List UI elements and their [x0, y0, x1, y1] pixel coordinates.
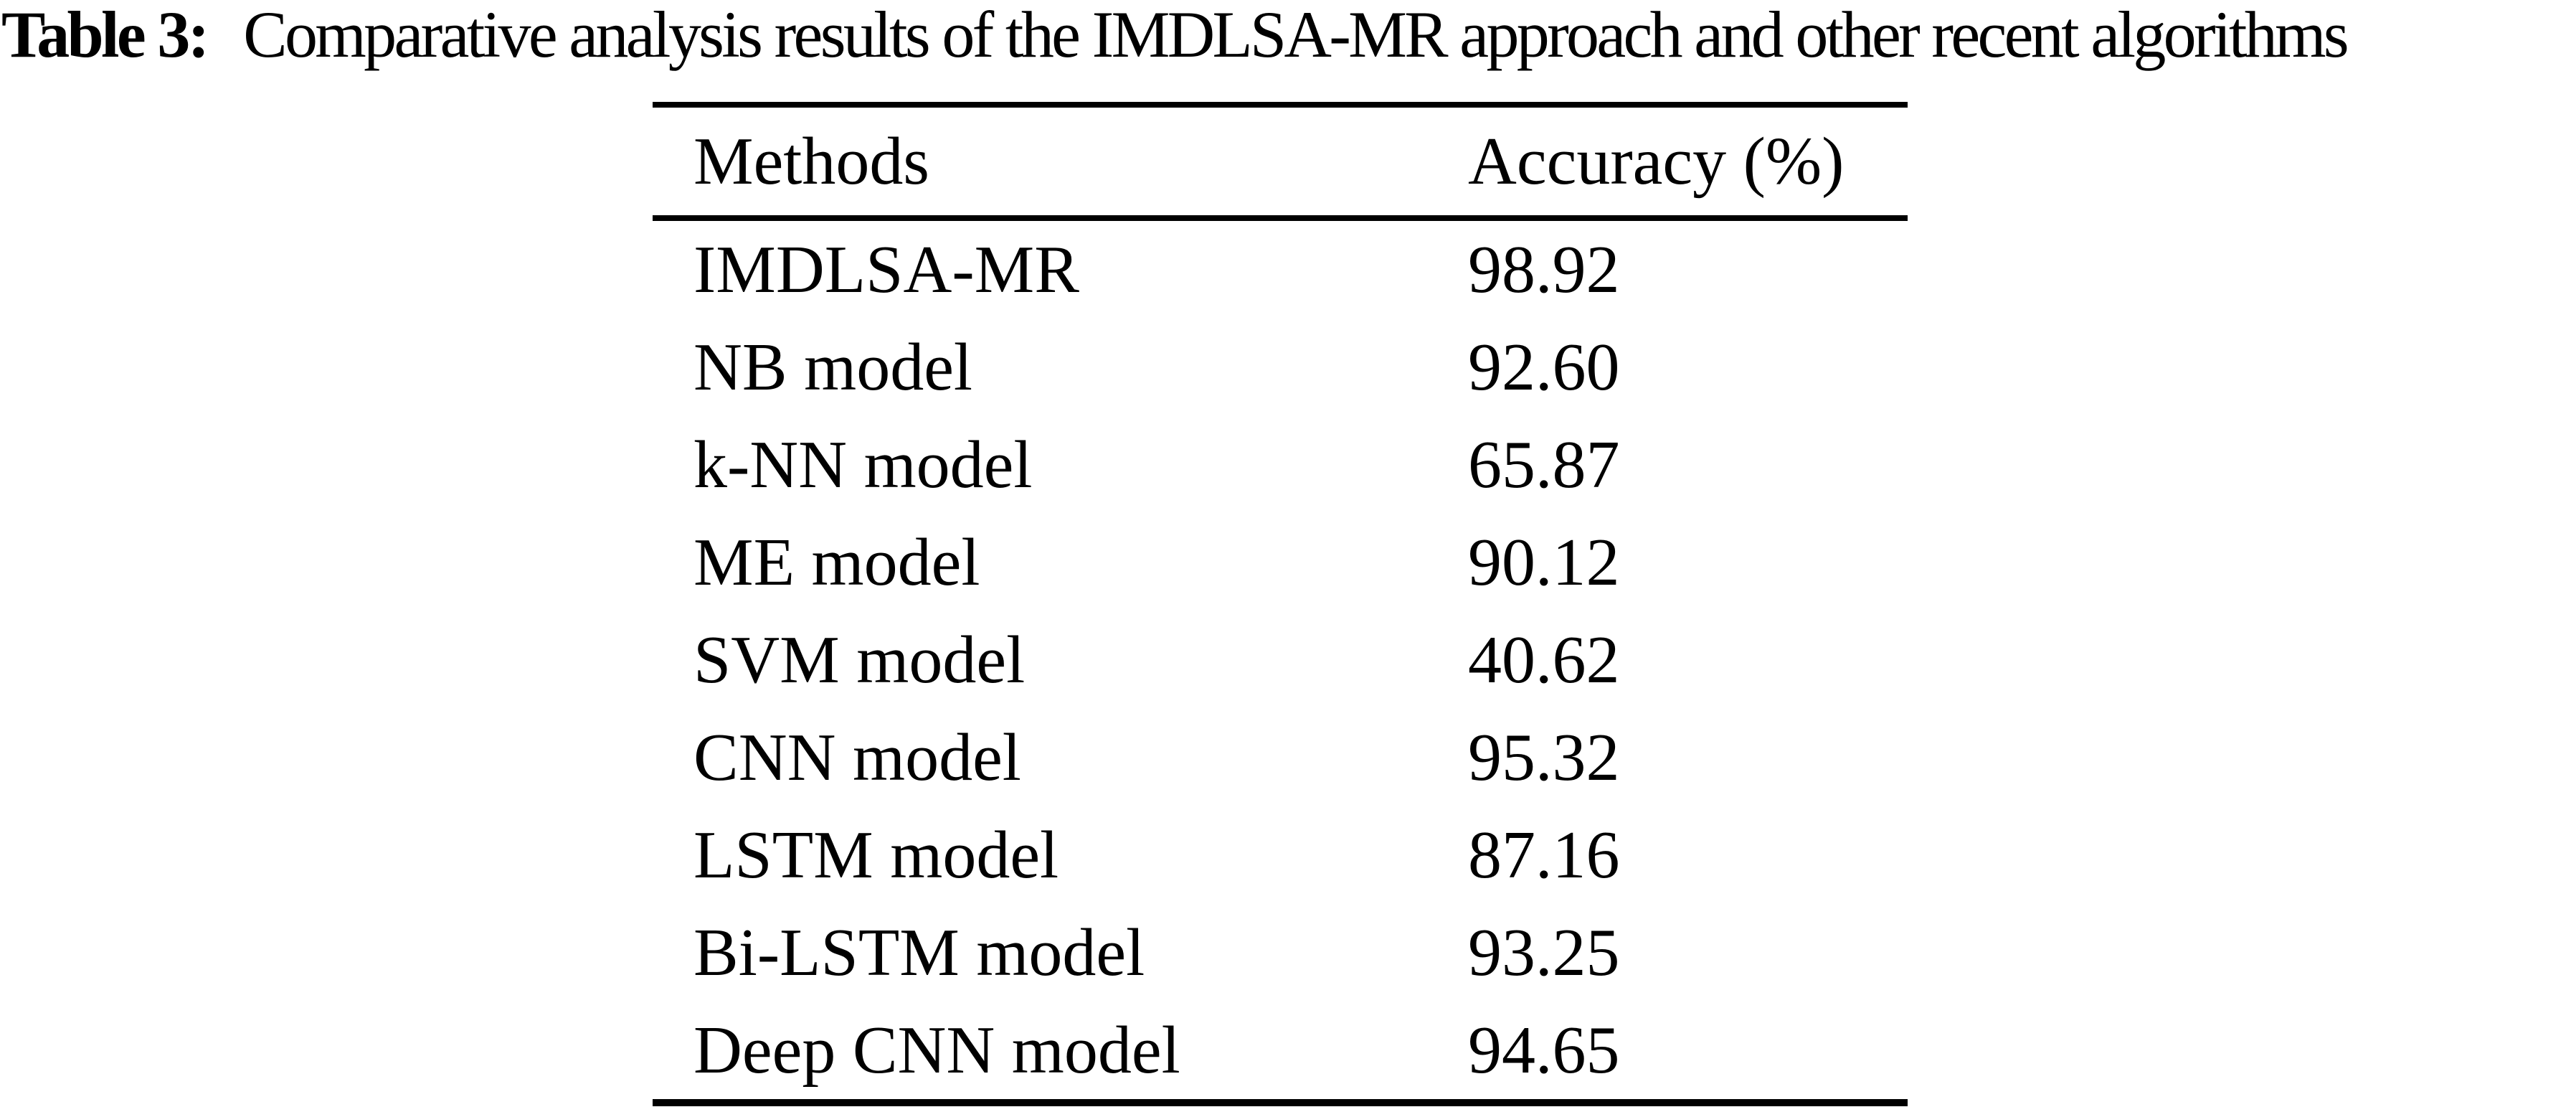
- accuracy-cell: 40.62: [1468, 623, 1620, 697]
- column-header-methods: Methods: [693, 124, 929, 199]
- table-row: SVM model 40.62: [653, 611, 1908, 709]
- accuracy-cell: 95.32: [1468, 720, 1620, 795]
- method-cell: Bi-LSTM model: [693, 915, 1145, 990]
- method-cell: Deep CNN model: [693, 1013, 1180, 1088]
- results-table: Methods Accuracy (%) IMDLSA-MR 98.92 NB …: [653, 102, 1908, 1106]
- table-row: CNN model 95.32: [653, 709, 1908, 806]
- accuracy-cell: 92.60: [1468, 330, 1620, 405]
- method-cell: NB model: [693, 330, 973, 405]
- table-row: ME model 90.12: [653, 514, 1908, 611]
- table-row: Deep CNN model 94.65: [653, 1002, 1908, 1099]
- table-row: LSTM model 87.16: [653, 806, 1908, 904]
- accuracy-cell: 65.87: [1468, 428, 1620, 502]
- method-cell: CNN model: [693, 720, 1021, 795]
- table-row: NB model 92.60: [653, 319, 1908, 416]
- column-header-accuracy: Accuracy (%): [1468, 124, 1845, 199]
- table-row: Bi-LSTM model 93.25: [653, 904, 1908, 1002]
- accuracy-cell: 98.92: [1468, 232, 1620, 307]
- method-cell: IMDLSA-MR: [693, 232, 1079, 307]
- table-caption: Table 3: Comparative analysis results of …: [1, 0, 2576, 71]
- table-row: k-NN model 65.87: [653, 416, 1908, 514]
- table-row: IMDLSA-MR 98.92: [653, 221, 1908, 319]
- accuracy-cell: 94.65: [1468, 1013, 1620, 1088]
- accuracy-cell: 87.16: [1468, 818, 1620, 892]
- accuracy-cell: 90.12: [1468, 525, 1620, 600]
- table-caption-number: Table 3:: [1, 0, 209, 71]
- table-caption-text: Comparative analysis results of the IMDL…: [243, 0, 2349, 71]
- method-cell: k-NN model: [693, 428, 1033, 502]
- accuracy-cell: 93.25: [1468, 915, 1620, 990]
- method-cell: ME model: [693, 525, 980, 600]
- method-cell: LSTM model: [693, 818, 1059, 892]
- table-body: IMDLSA-MR 98.92 NB model 92.60 k-NN mode…: [653, 221, 1908, 1099]
- table-header-row: Methods Accuracy (%): [653, 108, 1908, 221]
- method-cell: SVM model: [693, 623, 1026, 697]
